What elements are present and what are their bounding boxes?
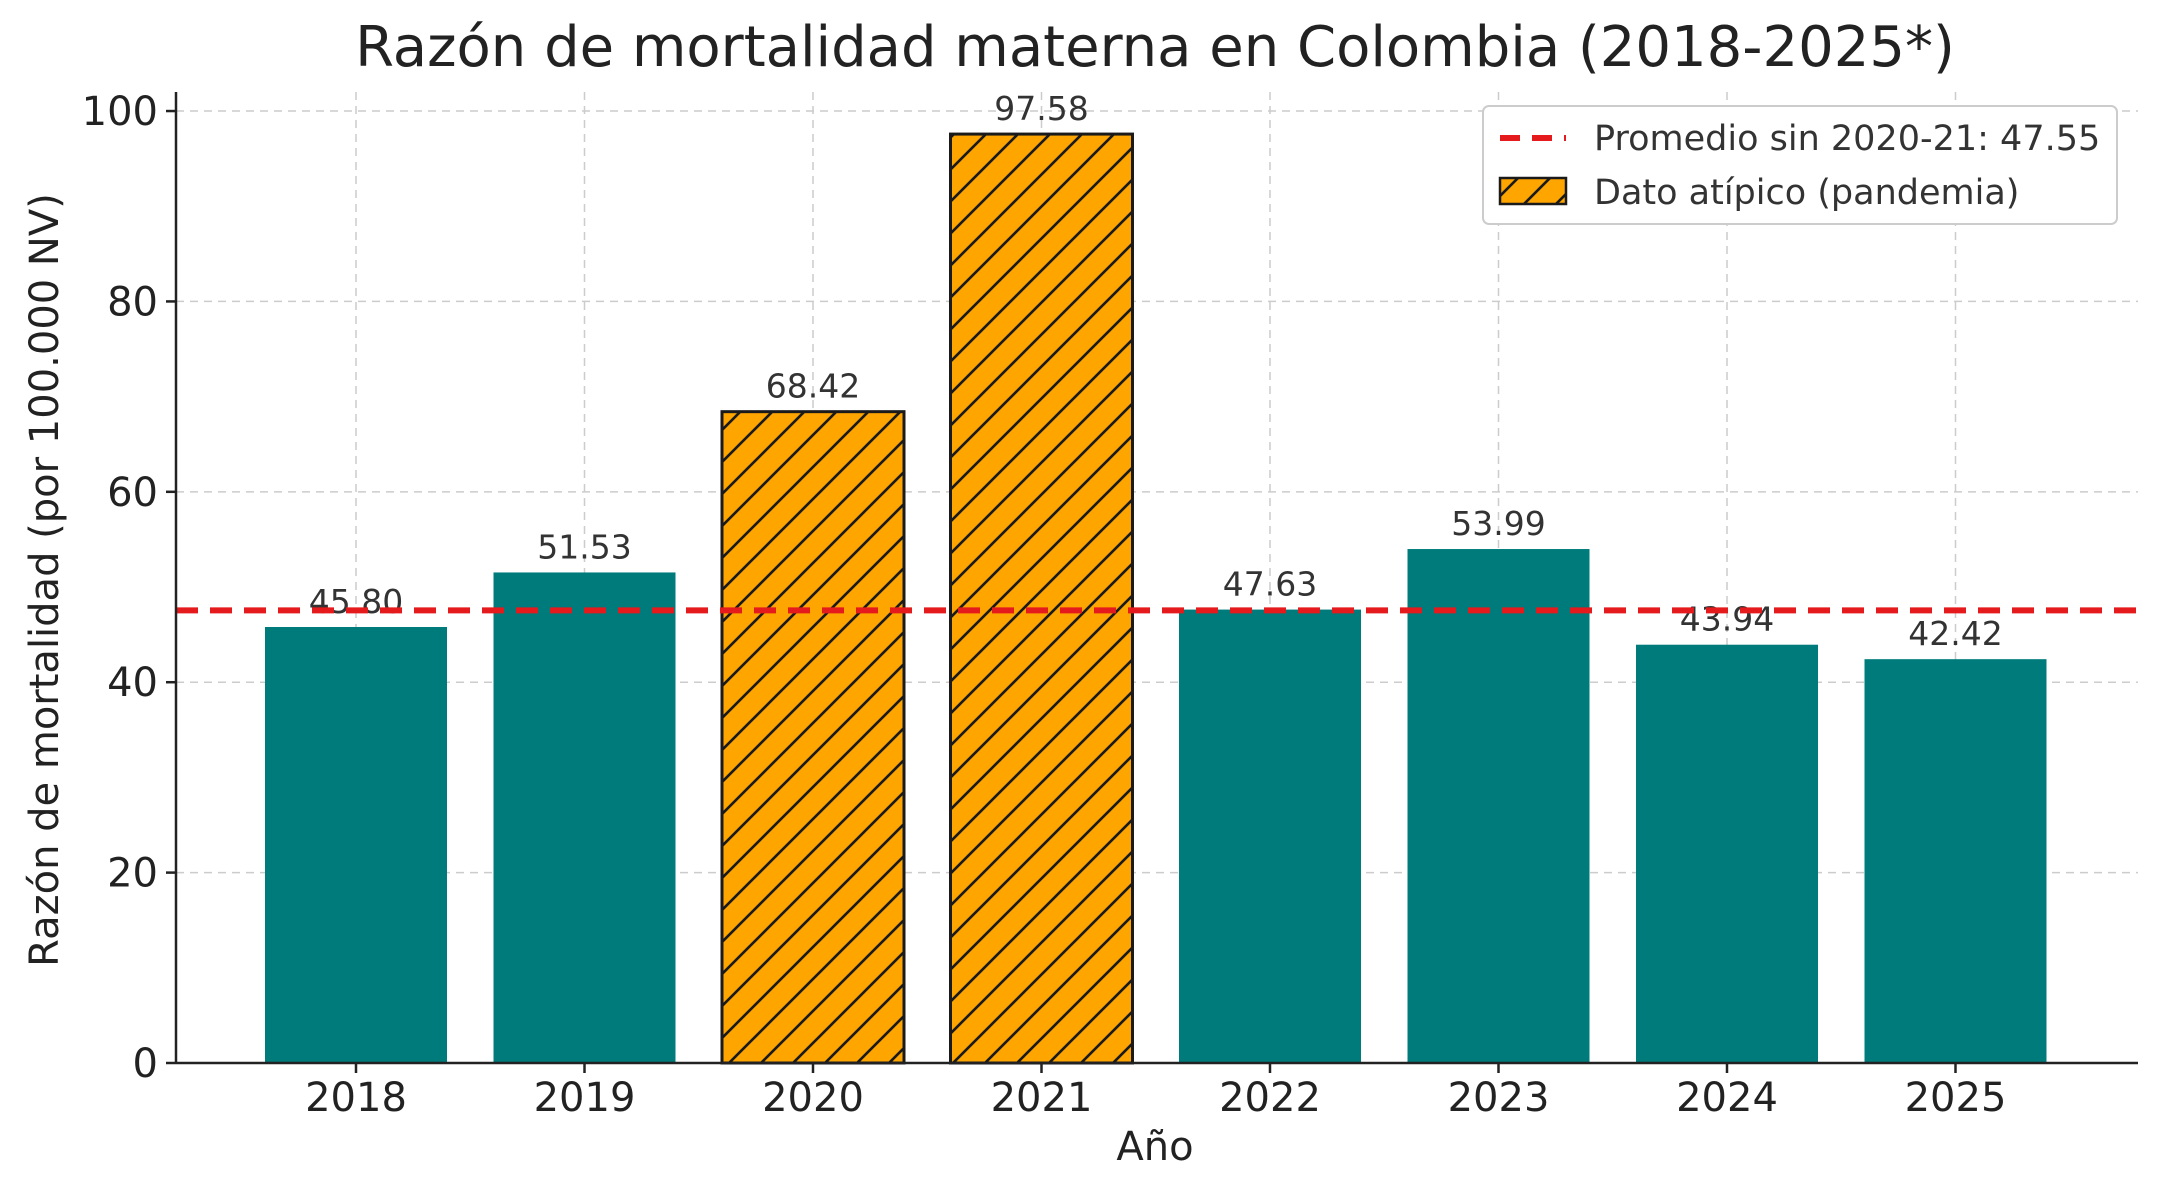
y-tick-labels: 0 20 40 60 80 100 [82,89,176,1087]
x-axis-label: Año [1116,1124,1193,1170]
y-axis-label: Razón de mortalidad (por 100.000 NV) [22,193,68,967]
bar-2019 [493,572,676,1063]
x-tick-label-2020: 2020 [762,1075,864,1121]
bar-2021 [949,132,1134,1065]
x-tick-label-2018: 2018 [305,1075,407,1121]
bar-2024 [1636,644,1818,1063]
chart-title: Razón de mortalidad materna en Colombia … [355,15,1955,80]
y-tick-label-40: 40 [107,660,158,706]
x-tick-label-2024: 2024 [1676,1075,1778,1121]
legend-entry-average: Promedio sin 2020-21: 47.55 [1594,119,2100,159]
y-tick-label-100: 100 [82,89,158,135]
y-tick-label-60: 60 [107,470,158,516]
bar-2025 [1864,659,2047,1063]
bars [265,132,2047,1065]
bar-value-label-2025: 42.42 [1908,614,2002,653]
bar-2018 [265,627,447,1063]
bar-2020 [720,410,906,1065]
x-tick-label-2023: 2023 [1448,1075,1550,1121]
legend-entry-outlier: Dato atípico (pandemia) [1594,173,2019,213]
bar-value-labels: 45.80 51.53 68.42 97.58 47.63 53.99 43.94 42.42 [309,89,2003,653]
legend-box [1482,105,2118,225]
bar-value-label-2018: 45.80 [309,582,403,621]
grid-lines [176,92,2138,1063]
bar-value-label-2023: 53.99 [1451,504,1545,543]
y-tick-label-80: 80 [107,279,158,325]
bar-value-label-2021: 97.58 [994,89,1088,128]
x-tick-labels: 2018 2019 2020 2021 2022 2023 2024 2025 [305,1063,2006,1121]
x-tick-label-2022: 2022 [1219,1075,1321,1121]
legend: Promedio sin 2020-21: 47.55 Dato atípico… [1482,105,2118,225]
x-tick-label-2025: 2025 [1905,1075,2007,1121]
y-tick-label-0: 0 [133,1041,158,1087]
bar-value-label-2022: 47.63 [1223,565,1317,604]
y-tick-label-20: 20 [107,851,158,897]
axes [174,92,2138,1065]
bar-value-label-2019: 51.53 [537,527,631,566]
bar-value-label-2024: 43.94 [1680,600,1774,639]
bar-value-label-2020: 68.42 [766,367,860,406]
x-tick-label-2019: 2019 [534,1075,636,1121]
bar-2022 [1179,609,1361,1063]
legend-hatch-swatch [1498,176,1568,206]
bar-2023 [1407,549,1590,1063]
x-tick-label-2021: 2021 [991,1075,1093,1121]
